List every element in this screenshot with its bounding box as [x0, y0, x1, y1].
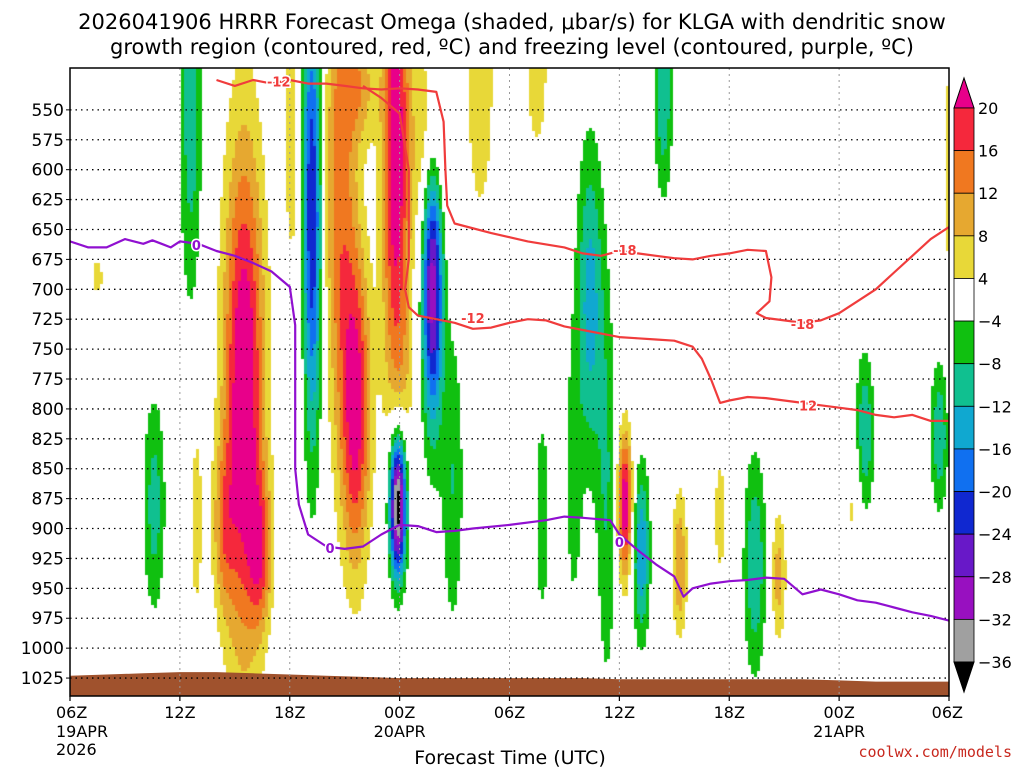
- chart-title-line1: 2026041906 HRRR Forecast Omega (shaded, …: [78, 10, 946, 34]
- y-tick-label: 925: [32, 549, 64, 569]
- colorbar-label: −4: [978, 312, 1002, 331]
- freezing-contour-label: 0: [192, 239, 201, 254]
- colorbar-label: −24: [978, 525, 1012, 544]
- plot-area: -12 -18 -12 -18 12 0 0 0: [69, 67, 950, 697]
- colorbar-swatch: [953, 235, 975, 279]
- dgz-contour-label: -12: [267, 75, 291, 90]
- y-tick-label: 825: [32, 430, 64, 450]
- colorbar-arrow-bottom: [953, 661, 975, 694]
- colorbar-swatch: [953, 533, 975, 578]
- dgz-contour-minus18: [216, 78, 949, 324]
- colorbar-label: −36: [978, 653, 1012, 672]
- colorbar-swatch: [953, 278, 975, 322]
- y-tick-label: 775: [32, 370, 64, 390]
- y-tick-label: 675: [32, 250, 64, 270]
- y-tick-label: 1025: [21, 669, 64, 689]
- chart-title-line2: growth region (contoured, red, ºC) and f…: [110, 35, 914, 59]
- freezing-level-contour: [70, 238, 949, 622]
- colorbar: 20 16 12 8 4 −4 −8 −12 −16 −20 −24 −28 −32 −36: [953, 76, 1012, 694]
- y-tick-label: 800: [32, 400, 64, 420]
- colorbar-swatch: [953, 150, 975, 194]
- dgz-contour-label: -18: [791, 318, 815, 333]
- y-tick-label: 1000: [21, 639, 64, 659]
- colorbar-label: −20: [978, 483, 1012, 502]
- x-tick-label: 12Z: [164, 703, 195, 722]
- y-tick-label: 975: [32, 609, 64, 629]
- y-tick-label: 750: [32, 340, 64, 360]
- colorbar-swatch: [953, 618, 975, 663]
- dgz-contour-upper: [362, 84, 437, 321]
- x-tick-label: 00Z: [823, 703, 854, 722]
- y-tick-label: 875: [32, 490, 64, 510]
- x-tick-year: 2026: [56, 740, 97, 759]
- y-tick-label: 700: [32, 280, 64, 300]
- colorbar-label: −32: [978, 610, 1012, 629]
- y-tick-label: 725: [32, 310, 64, 330]
- x-tick-label: 18Z: [714, 703, 745, 722]
- credit-text: coolwx.com/models: [858, 743, 1012, 761]
- y-tick-label: 625: [32, 191, 64, 211]
- terrain-fill: [70, 672, 949, 696]
- colorbar-swatch: [953, 363, 975, 407]
- x-tick-label: 00Z: [384, 703, 415, 722]
- colorbar-label: 20: [978, 99, 998, 118]
- colorbar-swatch: [953, 448, 975, 492]
- colorbar-label: −28: [978, 568, 1012, 587]
- x-tick-date: 20APR: [374, 722, 426, 741]
- colorbar-label: 8: [978, 227, 988, 246]
- x-tick-date: 21APR: [813, 722, 865, 741]
- colorbar-label: 12: [978, 184, 998, 203]
- y-tick-label: 550: [32, 101, 64, 121]
- x-tick-label: 06Z: [932, 703, 963, 722]
- colorbar-swatch: [953, 405, 975, 450]
- y-tick-label: 600: [32, 161, 64, 181]
- colorbar-label: −16: [978, 440, 1012, 459]
- colorbar-label: 16: [978, 142, 998, 161]
- freezing-contour-label: 0: [326, 542, 335, 557]
- colorbar-arrow-top: [953, 76, 975, 109]
- x-tick-label: 06Z: [56, 703, 87, 722]
- x-tick-date: 19APR: [56, 722, 108, 741]
- x-tick-label: 18Z: [274, 703, 305, 722]
- colorbar-swatch: [953, 491, 975, 535]
- colorbar-label: 4: [978, 270, 988, 289]
- colorbar-swatch: [953, 192, 975, 237]
- contour-layer: [70, 78, 949, 622]
- dgz-contour-label: 12: [799, 400, 817, 415]
- colorbar-swatch: [953, 576, 975, 620]
- dgz-contour-label: -12: [461, 312, 485, 327]
- colorbar-label: −12: [978, 397, 1012, 416]
- y-tick-label: 650: [32, 220, 64, 240]
- dgz-contour-label: -18: [613, 244, 637, 259]
- y-tick-label: 950: [32, 579, 64, 599]
- colorbar-label: −8: [978, 355, 1002, 374]
- x-tick-label: 12Z: [604, 703, 635, 722]
- colorbar-swatch: [953, 320, 975, 365]
- x-tick-label: 06Z: [494, 703, 525, 722]
- y-axis: 550 575 600 625 650 675 700 725 750 775 800 825 850 8…: [21, 101, 70, 689]
- y-tick-label: 900: [32, 520, 64, 540]
- dgz-contour-minus12: [436, 318, 949, 422]
- contour-labels: -12 -18 -12 -18 12 0 0 0: [190, 74, 818, 559]
- freezing-contour-label: 0: [615, 536, 624, 551]
- y-tick-label: 575: [32, 131, 64, 151]
- terrain-layer: [70, 672, 949, 696]
- x-axis-label: Forecast Time (UTC): [414, 747, 605, 768]
- colorbar-swatch: [953, 107, 975, 152]
- y-tick-label: 850: [32, 460, 64, 480]
